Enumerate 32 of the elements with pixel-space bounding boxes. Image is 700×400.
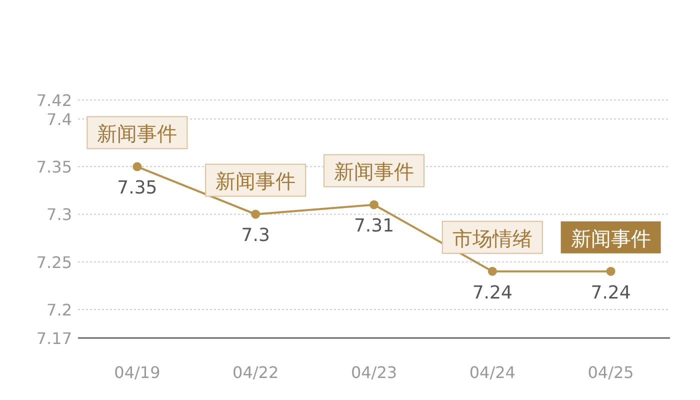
y-tick-label: 7.17 — [36, 329, 72, 348]
data-label: 7.35 — [117, 178, 158, 199]
point — [370, 200, 378, 210]
x-tick-label: 04/23 — [350, 363, 398, 382]
annotation: 新闻事件 — [334, 160, 414, 184]
annotation: 新闻事件 — [97, 122, 178, 146]
annotation: 新闻事件 — [324, 154, 424, 188]
annotation: 新闻事件 — [560, 221, 661, 254]
annotation: 新闻事件 — [205, 164, 306, 197]
data-label: 7.24 — [590, 282, 631, 304]
y-tick-label: 7.3 — [46, 205, 72, 224]
data-label: 7.24 — [472, 282, 512, 304]
annotation: 市场情绪 — [452, 226, 532, 250]
point — [606, 266, 616, 276]
y-tick-label: 7.2 — [46, 300, 72, 320]
x-tick-label: 04/22 — [232, 363, 279, 382]
x-tick-label: 04/19 — [114, 363, 160, 382]
x-tick-label: 04/24 — [469, 363, 516, 382]
data-label: 7.31 — [354, 216, 394, 237]
point — [251, 210, 260, 219]
y-tick-label: 7.4 — [46, 110, 72, 130]
annotation: 市场情绪 — [442, 220, 543, 254]
data-label: 7.3 — [241, 225, 270, 246]
point — [132, 162, 142, 172]
annotation: 新闻事件 — [86, 116, 188, 150]
point — [488, 266, 497, 276]
x-tick-label: 04/25 — [588, 363, 634, 382]
annotation: 新闻事件 — [570, 226, 651, 250]
annotation: 新闻事件 — [216, 169, 296, 194]
y-tick-label: 7.35 — [36, 158, 72, 177]
y-tick-label: 7.42 — [36, 91, 72, 110]
y-tick-label: 7.25 — [36, 252, 72, 272]
